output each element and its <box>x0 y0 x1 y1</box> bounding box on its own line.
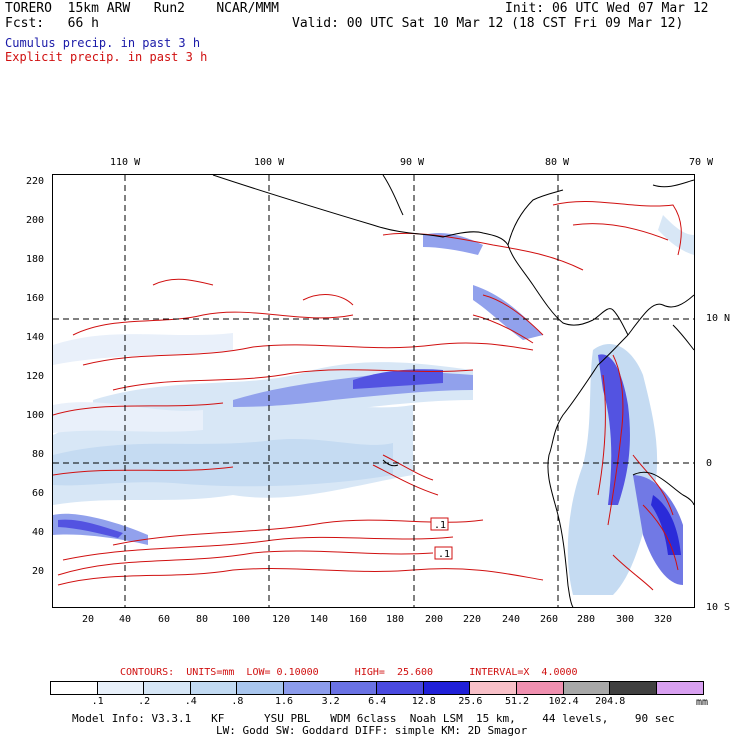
x-label: 300 <box>616 614 635 625</box>
y-label: 220 <box>26 176 45 187</box>
colorbar-label: 12.8 <box>411 696 436 707</box>
lat-label-10n: 10 N <box>706 313 731 324</box>
lat-label-0: 0 <box>706 458 713 469</box>
y-label: 40 <box>32 527 45 538</box>
colorbar-swatch <box>144 682 191 694</box>
y-label: 80 <box>32 449 45 460</box>
x-label: 220 <box>463 614 482 625</box>
coastlines <box>212 175 694 607</box>
colorbar-label: .2 <box>138 696 151 707</box>
colorbar-swatch <box>283 682 331 694</box>
colorbar-swatch <box>51 682 98 694</box>
colorbar-label: 204.8 <box>595 696 626 707</box>
x-label: 120 <box>272 614 291 625</box>
model-title: TORERO 15km ARW Run2 NCAR/MMM <box>5 1 279 16</box>
colorbar-label: 102.4 <box>548 696 579 707</box>
colorbar-label: 6.4 <box>368 696 387 707</box>
y-label: 140 <box>26 332 45 343</box>
colorbar-label: .8 <box>231 696 244 707</box>
colorbar-swatch <box>190 682 238 694</box>
lat-label-10s: 10 S <box>706 602 731 613</box>
colorbar-swatch <box>97 682 145 694</box>
colorbar-unit: mm <box>696 697 709 708</box>
y-label: 60 <box>32 488 45 499</box>
y-label: 160 <box>26 293 45 304</box>
model-info: Model Info: V3.3.1 KF YSU PBL WDM 6class… <box>72 712 675 725</box>
init-time: Init: 06 UTC Wed 07 Mar 12 <box>505 1 709 16</box>
lat-lon-grid <box>53 175 694 607</box>
colorbar-label: .4 <box>184 696 197 707</box>
colorbar-swatch <box>330 682 378 694</box>
colorbar-label: 3.2 <box>321 696 340 707</box>
physics-info: LW: Godd SW: Goddard DIFF: simple KM: 2D… <box>216 724 528 737</box>
explicit-contours <box>53 200 682 591</box>
x-label: 200 <box>425 614 444 625</box>
colorbar-swatch <box>610 682 657 694</box>
x-label: 80 <box>196 614 209 625</box>
map-canvas: .1 .1 <box>53 175 694 607</box>
colorbar <box>50 681 705 695</box>
colorbar-swatch <box>423 682 471 694</box>
colorbar-label: .1 <box>91 696 104 707</box>
x-label: 240 <box>502 614 521 625</box>
x-label: 280 <box>577 614 596 625</box>
contour-label: .1 <box>434 520 446 531</box>
x-label: 180 <box>386 614 405 625</box>
colorbar-swatch <box>470 682 517 694</box>
colorbar-label: 1.6 <box>274 696 294 707</box>
x-label: 60 <box>158 614 171 625</box>
y-label: 100 <box>26 410 45 421</box>
x-label: 320 <box>654 614 673 625</box>
contours-info: CONTOURS: UNITS=mm LOW= 0.10000 HIGH= 25… <box>120 667 578 678</box>
x-label: 100 <box>232 614 251 625</box>
colorbar-swatch <box>516 682 564 694</box>
x-label: 260 <box>540 614 559 625</box>
lon-label-100w: 100 W <box>254 157 285 168</box>
contour-label: .1 <box>438 549 450 560</box>
colorbar-label: 25.6 <box>458 696 483 707</box>
lon-label-70w: 70 W <box>689 157 714 168</box>
colorbar-label: 51.2 <box>504 696 530 707</box>
y-label: 180 <box>26 254 45 265</box>
contour-label-box <box>430 517 449 531</box>
x-label: 20 <box>82 614 95 625</box>
y-label: 20 <box>32 566 45 577</box>
cumulus-shading <box>53 215 694 595</box>
x-label: 40 <box>119 614 132 625</box>
colorbar-swatch <box>377 682 424 694</box>
valid-time: Valid: 00 UTC Sat 10 Mar 12 (18 CST Fri … <box>292 16 684 31</box>
lon-label-80w: 80 W <box>545 157 570 168</box>
lon-label-110w: 110 W <box>110 157 141 168</box>
x-label: 140 <box>310 614 329 625</box>
precip-map: .1 .1 <box>52 174 695 608</box>
forecast-hour: Fcst: 66 h <box>5 16 99 31</box>
colorbar-swatch <box>563 682 611 694</box>
y-label: 200 <box>26 215 45 226</box>
y-label: 120 <box>26 371 45 382</box>
colorbar-swatch <box>656 682 704 694</box>
x-label: 160 <box>349 614 368 625</box>
colorbar-swatch <box>237 682 284 694</box>
contour-label-box <box>434 546 453 560</box>
explicit-legend: Explicit precip. in past 3 h <box>5 50 208 64</box>
cumulus-legend: Cumulus precip. in past 3 h <box>5 36 201 50</box>
lon-label-90w: 90 W <box>400 157 425 168</box>
